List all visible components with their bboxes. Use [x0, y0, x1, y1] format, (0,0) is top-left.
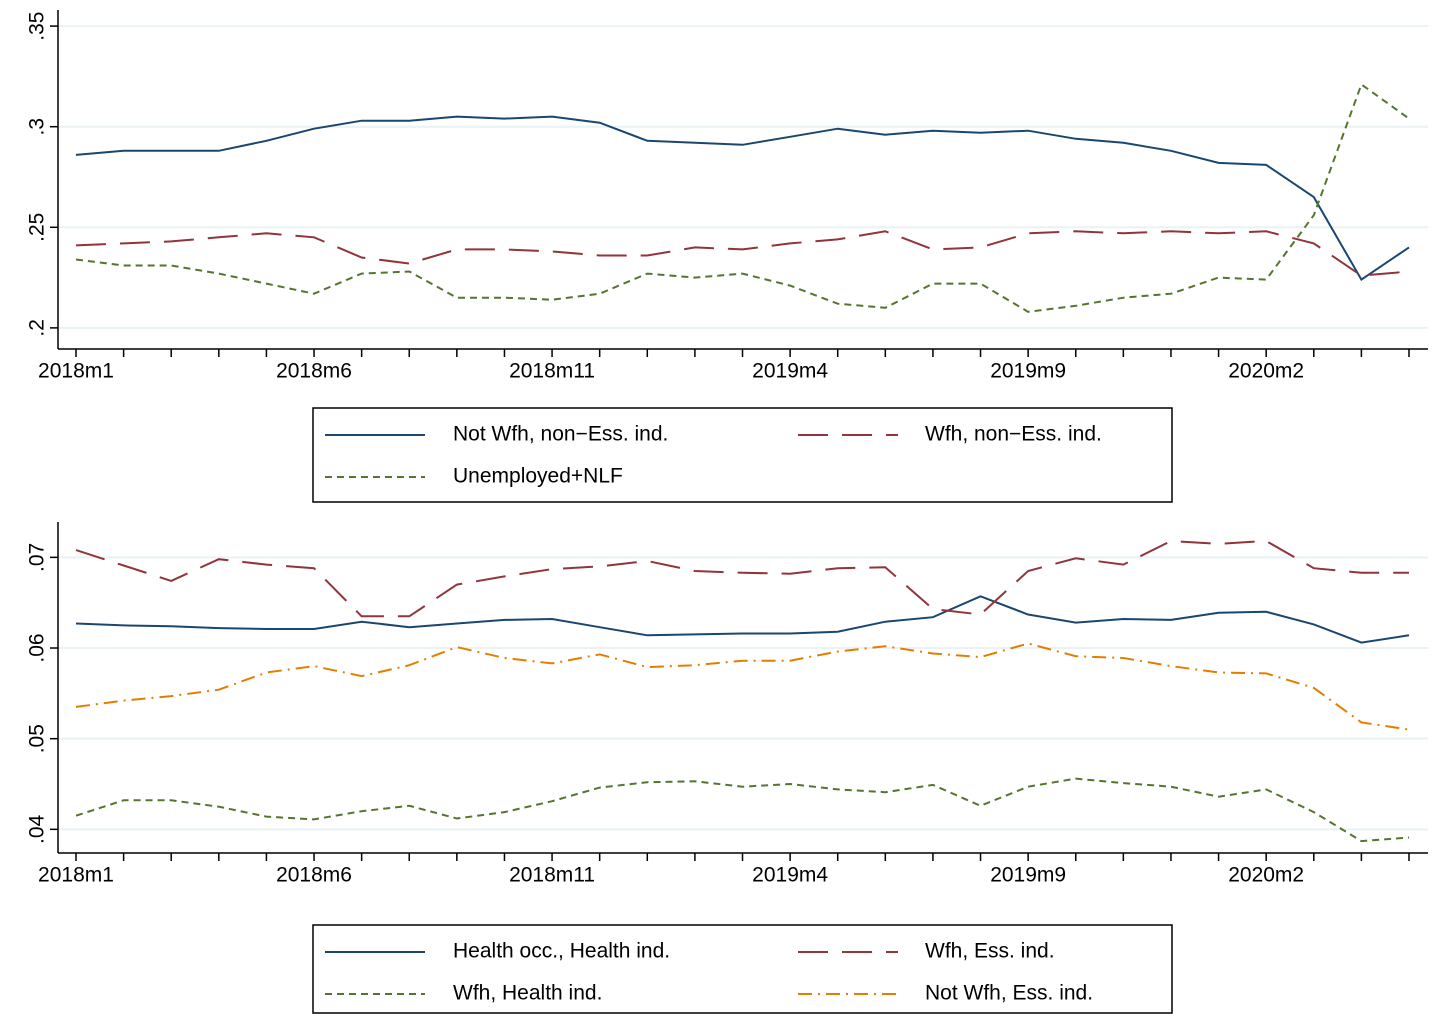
line-series	[75, 115, 1410, 282]
x-tick-label: 2020m2	[1228, 864, 1304, 887]
y-tick-label: .04	[26, 814, 49, 844]
line-series	[75, 642, 1410, 731]
legend-label: Not Wfh, non−Ess. ind.	[453, 423, 668, 446]
x-tick-label: 2020m2	[1228, 360, 1304, 383]
legend-label: Wfh, non−Ess. ind.	[925, 423, 1102, 446]
legend-label: Health occ., Health ind.	[453, 940, 670, 963]
x-tick-label: 2018m1	[38, 360, 114, 383]
y-tick-label: .3	[26, 118, 49, 136]
legend-box	[312, 924, 1173, 1014]
line-series	[75, 82, 1410, 313]
legend-label: Wfh, Ess. ind.	[925, 940, 1055, 963]
x-tick-label: 2018m6	[276, 864, 352, 887]
x-tick-label: 2019m9	[990, 360, 1066, 383]
y-tick-label: .2	[26, 319, 49, 337]
y-tick-label: .07	[26, 543, 49, 572]
legend-label: Unemployed+NLF	[453, 465, 623, 488]
line-series	[75, 777, 1410, 843]
line-series	[75, 595, 1410, 644]
x-tick-label: 2018m6	[276, 360, 352, 383]
line-series	[75, 539, 1409, 618]
x-tick-label: 2018m11	[509, 360, 595, 383]
y-tick-label: .05	[26, 724, 49, 753]
x-tick-label: 2018m1	[38, 864, 114, 887]
y-tick-label: .06	[26, 633, 49, 662]
x-tick-label: 2019m4	[752, 864, 828, 887]
legend-label: Not Wfh, Ess. ind.	[925, 982, 1093, 1005]
line-series	[75, 230, 1410, 277]
x-tick-label: 2018m11	[509, 864, 595, 887]
legend-box	[312, 407, 1173, 503]
y-tick-label: .25	[26, 213, 49, 242]
x-tick-label: 2019m4	[752, 360, 828, 383]
x-tick-label: 2019m9	[990, 864, 1066, 887]
legend-label: Wfh, Health ind.	[453, 982, 602, 1005]
y-tick-label: .35	[26, 11, 49, 40]
